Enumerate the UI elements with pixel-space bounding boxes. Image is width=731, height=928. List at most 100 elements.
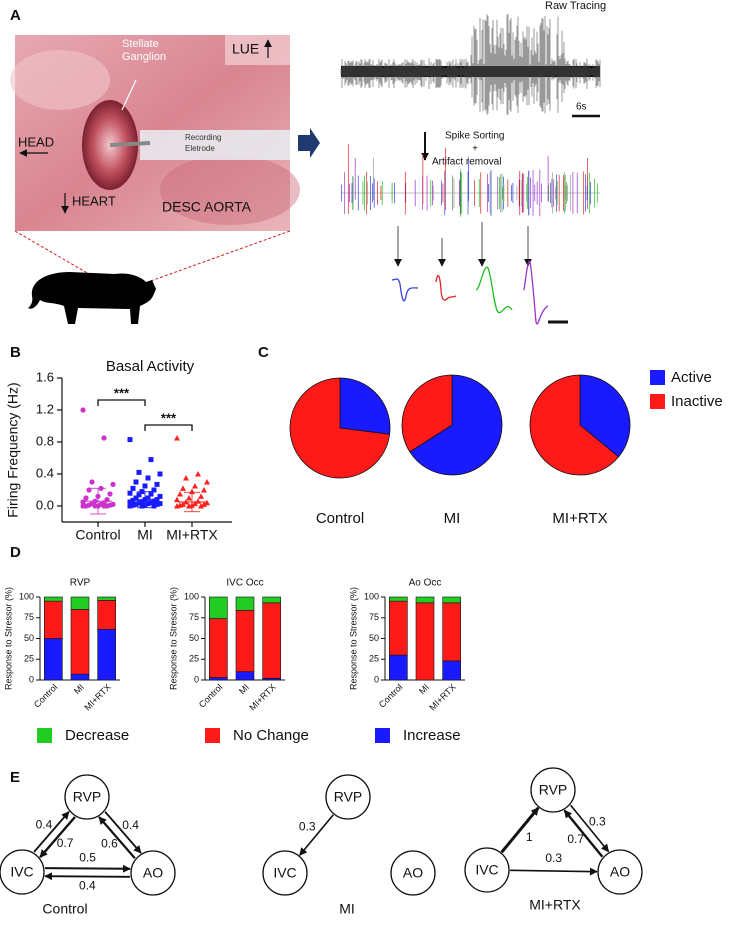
photo-label: LUE bbox=[232, 41, 259, 57]
y-tick-label: 50 bbox=[369, 633, 379, 643]
bar-segment bbox=[209, 596, 228, 619]
waveform bbox=[475, 266, 513, 314]
data-point bbox=[201, 501, 207, 507]
network-edge bbox=[98, 816, 136, 859]
data-point bbox=[133, 495, 139, 501]
data-point bbox=[148, 457, 154, 463]
data-point bbox=[145, 495, 151, 501]
network-edge bbox=[299, 814, 334, 856]
edge-weight: 0.6 bbox=[101, 836, 118, 850]
y-axis-label: Firing Frequency (Hz) bbox=[5, 382, 21, 517]
panel-label: E bbox=[10, 769, 20, 786]
network-edge bbox=[570, 804, 610, 853]
bar-segment bbox=[44, 596, 63, 602]
network-title: MI bbox=[339, 901, 355, 917]
data-point bbox=[186, 495, 192, 501]
bar-segment bbox=[70, 596, 90, 610]
y-tick-label: 50 bbox=[24, 633, 34, 643]
edge-weight: 0.3 bbox=[545, 851, 562, 865]
x-tick-label: MI+RTX bbox=[247, 682, 277, 712]
data-point bbox=[139, 503, 145, 509]
data-point bbox=[192, 500, 198, 507]
pie-slice bbox=[401, 374, 453, 453]
data-point bbox=[198, 493, 204, 499]
photo-texture bbox=[10, 50, 110, 110]
bar-segment bbox=[235, 596, 255, 611]
legend-label: Increase bbox=[403, 727, 461, 744]
data-point bbox=[127, 490, 133, 496]
node-label: RVP bbox=[539, 782, 568, 798]
legend-swatch bbox=[37, 728, 52, 743]
significance-bracket bbox=[144, 424, 193, 431]
edge-weight: 0.3 bbox=[299, 820, 316, 834]
significance-label: *** bbox=[161, 410, 177, 425]
network-title: MI+RTX bbox=[529, 897, 581, 913]
legend-swatch bbox=[650, 394, 665, 409]
photo-texture bbox=[225, 35, 290, 65]
network-edge bbox=[509, 867, 598, 876]
panel-label: D bbox=[10, 544, 21, 561]
edge-weight: 1 bbox=[526, 830, 533, 844]
legend-label: Inactive bbox=[671, 393, 723, 410]
pie-label: MI+RTX bbox=[552, 510, 607, 527]
x-tick-label: MI+RTX bbox=[82, 682, 112, 712]
network-node bbox=[262, 850, 308, 896]
data-point bbox=[130, 485, 136, 491]
legend-label: No Change bbox=[233, 727, 309, 744]
photo-label: HEAD bbox=[18, 134, 54, 149]
y-tick-label: 0 bbox=[374, 674, 379, 684]
x-tick-label: Control bbox=[75, 527, 120, 543]
tracing bbox=[340, 14, 601, 325]
y-tick-label: 100 bbox=[184, 591, 199, 601]
network-edge bbox=[104, 811, 142, 854]
data-point bbox=[151, 498, 157, 504]
bar-segment bbox=[97, 629, 116, 681]
data-point bbox=[107, 491, 113, 497]
process-label: + bbox=[472, 144, 478, 155]
bar-segment bbox=[70, 609, 90, 675]
photo-label: HEART bbox=[72, 193, 116, 208]
pie-slice bbox=[289, 377, 391, 479]
pie-slice bbox=[409, 374, 503, 476]
legend-label: Active bbox=[671, 369, 712, 386]
chart-title: Ao Occ bbox=[409, 578, 442, 589]
panel-label: A bbox=[10, 7, 21, 24]
bar-segment bbox=[209, 677, 228, 681]
edge-weight: 0.7 bbox=[567, 832, 584, 846]
photo-texture bbox=[160, 155, 300, 225]
data-point bbox=[174, 503, 180, 509]
data-point bbox=[157, 501, 163, 507]
data-point bbox=[145, 501, 151, 507]
y-tick-label: 100 bbox=[19, 591, 34, 601]
data-point bbox=[101, 503, 107, 509]
y-tick-label: 1.6 bbox=[36, 369, 54, 384]
network-edge bbox=[33, 811, 70, 853]
data-point bbox=[139, 499, 145, 505]
network-title: Control bbox=[42, 901, 87, 917]
photo-label: Ganglion bbox=[122, 51, 166, 63]
panel-label: B bbox=[10, 344, 21, 361]
data-point bbox=[174, 435, 180, 441]
data-point bbox=[136, 469, 142, 475]
network-node bbox=[530, 767, 576, 813]
x-tick-label: Control bbox=[197, 682, 225, 710]
pie-label: MI bbox=[444, 510, 461, 527]
pie-label: Control bbox=[316, 510, 364, 527]
bar-segment bbox=[389, 654, 408, 681]
data-point bbox=[204, 479, 210, 485]
y-tick-label: 75 bbox=[24, 612, 34, 622]
y-axis-label: Response to Stressor (%) bbox=[3, 587, 13, 690]
y-tick-label: 75 bbox=[189, 612, 199, 622]
bar-segment bbox=[235, 671, 255, 681]
bar-segment bbox=[415, 596, 435, 604]
data-point bbox=[177, 491, 183, 497]
network-node bbox=[464, 847, 510, 893]
y-tick-label: 0 bbox=[29, 674, 34, 684]
data-point bbox=[148, 491, 154, 497]
photo-label: Stellate bbox=[122, 38, 159, 50]
y-tick-label: 0.8 bbox=[36, 433, 54, 448]
bar-segment bbox=[442, 660, 461, 681]
data-point bbox=[192, 483, 198, 489]
y-tick-label: 0.0 bbox=[36, 497, 54, 512]
